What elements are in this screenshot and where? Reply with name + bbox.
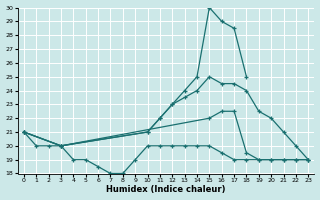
X-axis label: Humidex (Indice chaleur): Humidex (Indice chaleur) bbox=[106, 185, 226, 194]
